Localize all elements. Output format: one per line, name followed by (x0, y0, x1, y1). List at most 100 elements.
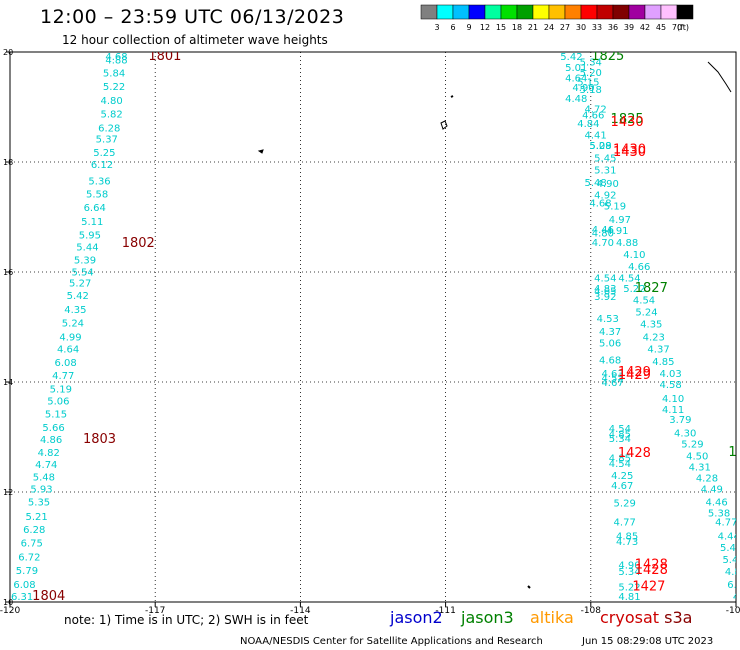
wave-height-label: 4.83 (594, 284, 616, 295)
wave-height-label: 4.46 (706, 497, 728, 508)
wave-height-label: 4.68 (105, 52, 127, 63)
wave-height-label: 5.20 (580, 68, 602, 79)
wave-height-label: 3.92 (594, 292, 616, 303)
legend-jason2: jason2 (390, 608, 443, 627)
wave-height-label: 4.85 (652, 357, 674, 368)
footnote: note: 1) Time is in UTC; 2) SWH is in fe… (64, 613, 309, 627)
wave-height-label: 4.44 (718, 531, 740, 542)
wave-height-label: 5.36 (88, 177, 110, 188)
wave-height-label: 5.06 (47, 397, 69, 408)
color-scale-label: 12 (480, 23, 490, 32)
color-scale-label: 21 (528, 23, 538, 32)
wave-height-label: 4.80 (101, 96, 123, 107)
wave-height-label: 5.34 (618, 567, 640, 578)
wave-height-label: 4.85 (609, 430, 631, 441)
wave-height-label: 5.48 (33, 473, 55, 484)
wave-height-label: 4.85 (616, 531, 638, 542)
color-scale-swatch (580, 4, 598, 20)
color-scale-label: 15 (496, 23, 506, 32)
x-tick-label: -105 (726, 606, 740, 616)
generated-timestamp: Jun 15 08:29:08 UTC 2023 (582, 636, 714, 647)
wave-height-label: 5.35 (28, 497, 50, 508)
wave-height-label: 4.77 (614, 518, 636, 529)
color-scale-label: 39 (624, 23, 634, 32)
wave-height-label: 4.91 (606, 226, 628, 237)
wave-height-label: 5.22 (618, 583, 640, 594)
wave-height-label: 4.81 (618, 592, 640, 603)
wave-height-label: 4.72 (585, 105, 607, 116)
x-tick-label: -114 (290, 606, 311, 616)
chart-title: 12:00 – 23:59 UTC 06/13/2023 (40, 6, 345, 28)
y-tick-label: 16 (3, 268, 13, 277)
time-label: 1429 (618, 368, 651, 383)
wave-height-label: 5.15 (577, 78, 599, 89)
wave-height-label: 5.29 (614, 498, 636, 509)
wave-height-label: 4.64 (57, 344, 79, 355)
island-outline (450, 95, 454, 98)
time-label: 1430 (613, 142, 646, 157)
wave-height-label: 6.28 (23, 525, 45, 536)
color-scale-unit: (ft) (677, 23, 689, 32)
time-label: 1430 (613, 145, 646, 160)
wave-height-label: 4.31 (689, 463, 711, 474)
wave-height-label: 5.47 (720, 543, 740, 554)
wave-height-label: 5.42 (67, 291, 89, 302)
wave-height-label: 5.37 (96, 134, 118, 145)
color-scale-swatch (676, 4, 694, 20)
wave-height-label: 4.88 (105, 56, 127, 67)
wave-height-label: 4.67 (601, 378, 623, 389)
wave-height-label: 5.34 (580, 57, 602, 68)
wave-height-label: 4.37 (647, 344, 669, 355)
wave-height-label: 4.11 (662, 405, 684, 416)
wave-height-label: 5.01 (565, 63, 587, 74)
wave-height-label: 5.44 (76, 243, 98, 254)
island-outline (257, 149, 264, 154)
wave-height-label: 5.39 (74, 255, 96, 266)
color-scale-label: 6 (450, 23, 455, 32)
wave-height-label: 4.54 (594, 274, 616, 285)
legend-jason3: jason3 (461, 608, 514, 627)
color-scale-swatch (628, 4, 646, 20)
color-scale-swatch (452, 4, 470, 20)
legend-cryosat: cryosat (600, 608, 660, 627)
color-scale-label: 9 (466, 23, 471, 32)
wave-height-label: 4.23 (643, 332, 665, 343)
wave-height-label: 4.66 (628, 262, 650, 273)
wave-height-label: 4.70 (592, 238, 614, 249)
wave-height-label: 5.42 (560, 52, 582, 63)
color-scale-label: 27 (560, 23, 570, 32)
time-label: 1825 (611, 112, 644, 127)
credit-text: NOAA/NESDIS Center for Satellite Applica… (240, 636, 543, 647)
wave-height-label: 4.54 (609, 424, 631, 435)
wave-height-label: 5.24 (635, 308, 657, 319)
wave-height-label: 4.87 (725, 567, 740, 578)
time-label: 1428 (635, 563, 668, 578)
wave-height-label: 5.19 (604, 201, 626, 212)
wave-height-label: 4.54 (618, 274, 640, 285)
color-scale-swatch (660, 4, 678, 20)
time-label: 182 (728, 445, 740, 460)
color-scale-label: 3 (434, 23, 439, 32)
plot-frame (9, 51, 737, 603)
wave-height-label: 5.45 (594, 154, 616, 165)
wave-height-label: 6.28 (98, 123, 120, 134)
time-label: 1802 (122, 236, 155, 251)
wave-height-label: 6.16 (727, 580, 740, 591)
wave-height-label: 5.54 (71, 267, 93, 278)
wave-height-label: 5.27 (69, 278, 91, 289)
y-tick-label: 20 (3, 48, 13, 57)
wave-height-label: 4.1 (733, 592, 740, 603)
island-outline (527, 585, 531, 589)
wave-height-label: 5.66 (42, 423, 64, 434)
wave-height-label: 4.10 (623, 250, 645, 261)
wave-height-label: 5.19 (50, 385, 72, 396)
x-tick-label: -111 (435, 606, 455, 616)
wave-height-label: 6.75 (21, 539, 43, 550)
wave-height-label: 4.99 (59, 332, 81, 343)
color-scale-label: 33 (592, 23, 602, 32)
color-scale-label: 42 (640, 23, 650, 32)
wave-height-label: 4.90 (597, 179, 619, 190)
time-label: 1804 (32, 589, 65, 604)
y-tick-label: 10 (3, 598, 13, 607)
